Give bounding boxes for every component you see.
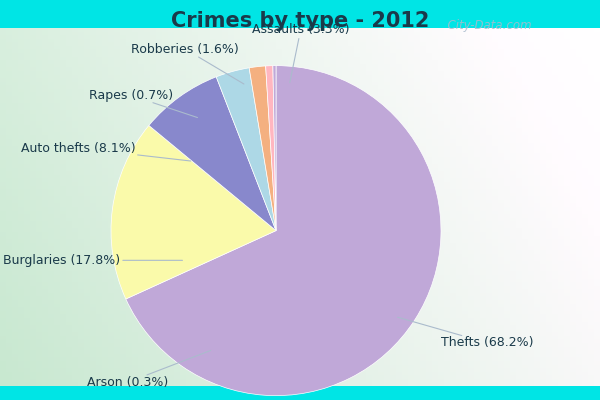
Text: Burglaries (17.8%): Burglaries (17.8%) <box>3 254 182 267</box>
Text: Robberies (1.6%): Robberies (1.6%) <box>131 43 244 84</box>
Text: Auto thefts (8.1%): Auto thefts (8.1%) <box>20 142 191 161</box>
Wedge shape <box>126 66 441 396</box>
Text: Thefts (68.2%): Thefts (68.2%) <box>397 317 533 349</box>
Text: Crimes by type - 2012: Crimes by type - 2012 <box>171 11 429 31</box>
Wedge shape <box>111 126 276 299</box>
Wedge shape <box>249 66 276 231</box>
Wedge shape <box>273 66 276 231</box>
Text: Rapes (0.7%): Rapes (0.7%) <box>89 89 197 118</box>
Wedge shape <box>266 66 276 231</box>
Text: City-Data.com: City-Data.com <box>440 20 532 32</box>
Wedge shape <box>216 68 276 231</box>
Text: Arson (0.3%): Arson (0.3%) <box>87 350 211 389</box>
Text: Assaults (3.3%): Assaults (3.3%) <box>252 23 349 83</box>
Wedge shape <box>149 77 276 231</box>
